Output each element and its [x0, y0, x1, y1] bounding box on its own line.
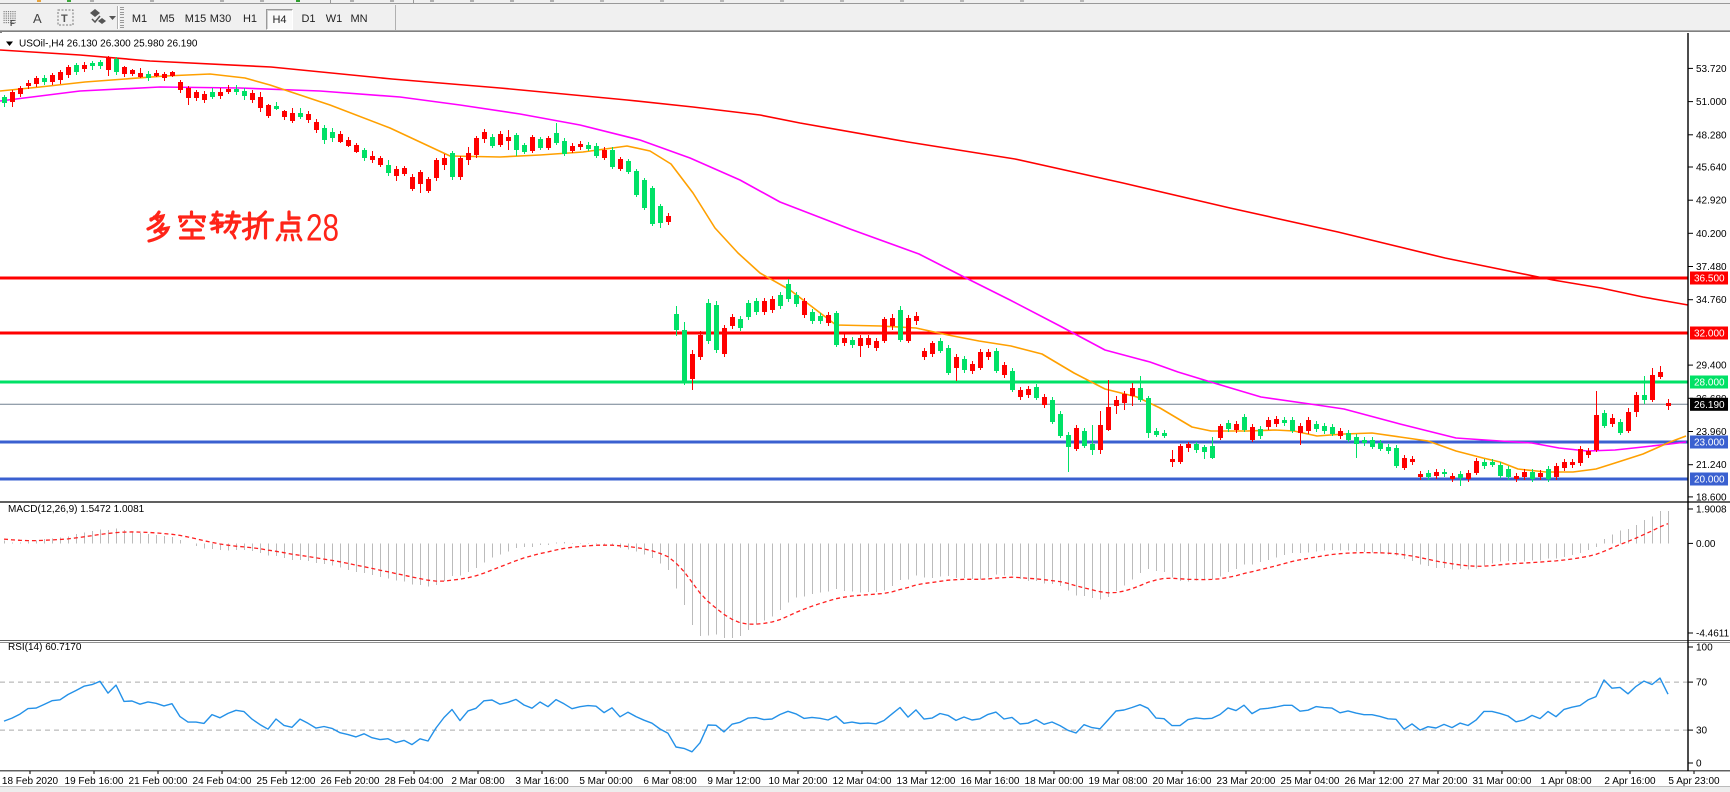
svg-text:5 Apr 23:00: 5 Apr 23:00	[1668, 776, 1720, 787]
svg-text:18.600: 18.600	[1696, 492, 1727, 503]
svg-text:34.760: 34.760	[1696, 295, 1727, 306]
svg-text:5 Mar 00:00: 5 Mar 00:00	[579, 776, 633, 787]
svg-text:2 Mar 08:00: 2 Mar 08:00	[451, 776, 505, 787]
svg-text:100: 100	[1696, 643, 1713, 654]
svg-text:21.240: 21.240	[1696, 460, 1727, 471]
svg-text:13 Mar 12:00: 13 Mar 12:00	[897, 776, 956, 787]
svg-text:36.500: 36.500	[1694, 274, 1725, 285]
svg-text:2 Apr 16:00: 2 Apr 16:00	[1604, 776, 1656, 787]
svg-text:26 Mar 12:00: 26 Mar 12:00	[1345, 776, 1404, 787]
svg-text:20 Mar 16:00: 20 Mar 16:00	[1153, 776, 1212, 787]
svg-text:MACD(12,26,9) 1.5472 1.0081: MACD(12,26,9) 1.5472 1.0081	[8, 504, 145, 515]
svg-text:USOil-,H4 26.130 26.300 25.98: USOil-,H4 26.130 26.300 25.980 26.190	[19, 39, 198, 50]
svg-text:0.00: 0.00	[1696, 539, 1716, 550]
svg-text:T: T	[61, 13, 68, 25]
svg-text:20.000: 20.000	[1694, 475, 1725, 486]
svg-text:RSI(14) 60.7170: RSI(14) 60.7170	[8, 642, 82, 653]
svg-text:28: 28	[306, 208, 339, 250]
svg-text:9 Mar 12:00: 9 Mar 12:00	[707, 776, 761, 787]
svg-text:26 Feb 20:00: 26 Feb 20:00	[321, 776, 380, 787]
svg-text:28.000: 28.000	[1694, 378, 1725, 389]
svg-text:25 Mar 04:00: 25 Mar 04:00	[1281, 776, 1340, 787]
svg-text:42.920: 42.920	[1696, 196, 1727, 207]
svg-text:16 Mar 16:00: 16 Mar 16:00	[961, 776, 1020, 787]
svg-text:18 Mar 00:00: 18 Mar 00:00	[1025, 776, 1084, 787]
svg-text:25 Feb 12:00: 25 Feb 12:00	[257, 776, 316, 787]
svg-text:28 Feb 04:00: 28 Feb 04:00	[385, 776, 444, 787]
svg-text:23.960: 23.960	[1696, 427, 1727, 438]
svg-text:19 Mar 08:00: 19 Mar 08:00	[1089, 776, 1148, 787]
svg-text:1.9008: 1.9008	[1696, 505, 1727, 516]
svg-text:53.720: 53.720	[1696, 64, 1727, 75]
svg-text:26.190: 26.190	[1694, 400, 1725, 411]
svg-text:31 Mar 00:00: 31 Mar 00:00	[1473, 776, 1532, 787]
svg-text:1 Apr 08:00: 1 Apr 08:00	[1540, 776, 1592, 787]
svg-text:6 Mar 08:00: 6 Mar 08:00	[643, 776, 697, 787]
svg-text:30: 30	[1696, 726, 1708, 737]
svg-text:0: 0	[1696, 759, 1702, 770]
svg-text:19 Feb 16:00: 19 Feb 16:00	[65, 776, 124, 787]
svg-text:23 Mar 20:00: 23 Mar 20:00	[1217, 776, 1276, 787]
svg-text:37.480: 37.480	[1696, 262, 1727, 273]
svg-text:48.280: 48.280	[1696, 130, 1727, 141]
svg-text:-4.4611: -4.4611	[1696, 629, 1730, 640]
svg-text:F: F	[10, 19, 15, 28]
svg-text:45.640: 45.640	[1696, 163, 1727, 174]
svg-text:29.400: 29.400	[1696, 361, 1727, 372]
svg-text:23.000: 23.000	[1694, 438, 1725, 449]
svg-text:70: 70	[1696, 678, 1708, 689]
svg-text:A: A	[33, 11, 42, 26]
svg-text:51.000: 51.000	[1696, 97, 1727, 108]
svg-text:32.000: 32.000	[1694, 329, 1725, 340]
svg-text:21 Feb 00:00: 21 Feb 00:00	[129, 776, 188, 787]
svg-text:10 Mar 20:00: 10 Mar 20:00	[769, 776, 828, 787]
svg-text:40.200: 40.200	[1696, 229, 1727, 240]
svg-text:3 Mar 16:00: 3 Mar 16:00	[515, 776, 569, 787]
svg-text:18 Feb 2020: 18 Feb 2020	[2, 776, 59, 787]
svg-text:24 Feb 04:00: 24 Feb 04:00	[193, 776, 252, 787]
svg-text:27 Mar 20:00: 27 Mar 20:00	[1409, 776, 1468, 787]
svg-text:12 Mar 04:00: 12 Mar 04:00	[833, 776, 892, 787]
